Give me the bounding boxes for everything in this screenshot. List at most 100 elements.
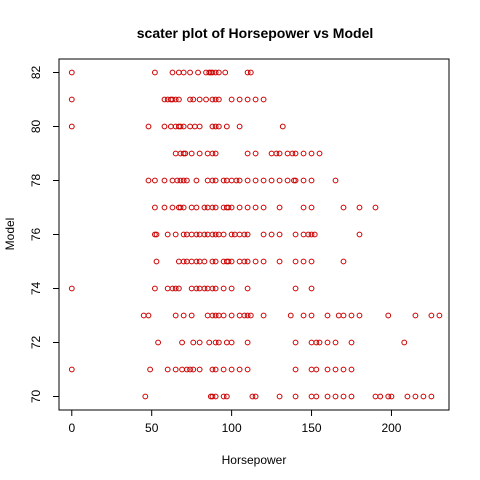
data-point: [193, 177, 200, 184]
data-point: [236, 258, 243, 265]
data-point: [292, 177, 299, 184]
data-point: [404, 393, 411, 400]
data-point: [169, 204, 176, 211]
data-point: [212, 366, 219, 373]
data-point: [313, 393, 320, 400]
data-point: [284, 177, 291, 184]
data-point: [175, 285, 182, 292]
data-point: [412, 393, 419, 400]
data-point: [428, 393, 435, 400]
data-point: [212, 69, 219, 76]
data-point: [212, 258, 219, 265]
data-point: [169, 96, 176, 103]
data-point: [228, 177, 235, 184]
y-tick-label-74: 74: [29, 282, 43, 296]
data-point: [436, 312, 443, 319]
data-point: [300, 150, 307, 157]
data-point: [385, 393, 392, 400]
data-point: [308, 312, 315, 319]
data-point: [212, 312, 219, 319]
data-point: [324, 366, 331, 373]
data-point: [332, 177, 339, 184]
data-point: [236, 231, 243, 238]
data-point: [172, 285, 179, 292]
data-point: [244, 69, 251, 76]
data-point: [273, 150, 280, 157]
data-point: [215, 123, 222, 130]
data-point: [196, 258, 203, 265]
data-point: [332, 366, 339, 373]
data-point: [68, 366, 75, 373]
data-point: [147, 366, 154, 373]
data-point: [190, 339, 197, 346]
data-point: [164, 366, 171, 373]
data-point: [212, 204, 219, 211]
data-point: [308, 258, 315, 265]
data-points: [68, 69, 443, 400]
data-point: [195, 69, 201, 76]
data-point: [220, 285, 227, 292]
y-tick-label-70: 70: [29, 390, 43, 404]
data-point: [204, 150, 211, 157]
data-point: [223, 393, 230, 400]
data-point: [164, 285, 171, 292]
data-point: [196, 285, 203, 292]
data-point: [142, 393, 149, 400]
data-point: [300, 204, 307, 211]
data-point: [140, 312, 147, 319]
data-point: [244, 258, 251, 265]
data-point: [311, 231, 318, 238]
data-point: [188, 204, 195, 211]
data-point: [372, 393, 379, 400]
y-tick-label-80: 80: [29, 120, 43, 134]
data-point: [228, 258, 235, 265]
data-point: [209, 231, 216, 238]
data-point: [247, 69, 254, 76]
data-point: [252, 177, 259, 184]
data-point: [348, 312, 355, 319]
data-point: [145, 123, 152, 130]
data-point: [220, 393, 227, 400]
data-point: [252, 96, 259, 103]
data-point: [401, 339, 408, 346]
data-point: [236, 204, 243, 211]
y-tick-label-72: 72: [29, 336, 43, 350]
data-point: [247, 312, 254, 319]
data-point: [228, 285, 235, 292]
data-point: [356, 204, 363, 211]
data-point: [164, 231, 171, 238]
data-point: [356, 231, 363, 238]
data-point: [292, 150, 299, 157]
data-point: [260, 312, 267, 319]
data-point: [188, 231, 195, 238]
data-point: [177, 177, 184, 184]
data-point: [222, 69, 229, 76]
data-point: [161, 123, 168, 130]
data-point: [212, 285, 219, 292]
data-point: [249, 393, 256, 400]
data-point: [179, 339, 185, 346]
data-point: [201, 285, 208, 292]
data-point: [152, 69, 158, 76]
data-point: [228, 339, 235, 346]
data-point: [308, 204, 315, 211]
data-point: [209, 366, 216, 373]
data-point: [236, 177, 243, 184]
x-axis: 0 50 100 150 200: [68, 410, 402, 435]
data-point: [268, 231, 275, 238]
data-point: [161, 204, 168, 211]
data-point: [356, 312, 363, 319]
data-point: [225, 204, 232, 211]
data-point: [190, 366, 197, 373]
data-point: [180, 258, 187, 265]
data-point: [204, 312, 211, 319]
data-point: [169, 285, 176, 292]
data-point: [260, 177, 267, 184]
data-point: [228, 312, 235, 319]
data-point: [241, 258, 248, 265]
x-tick-label-50: 50: [145, 421, 159, 435]
data-point: [212, 231, 219, 238]
data-point: [241, 231, 248, 238]
data-point: [223, 177, 230, 184]
data-point: [340, 312, 347, 319]
